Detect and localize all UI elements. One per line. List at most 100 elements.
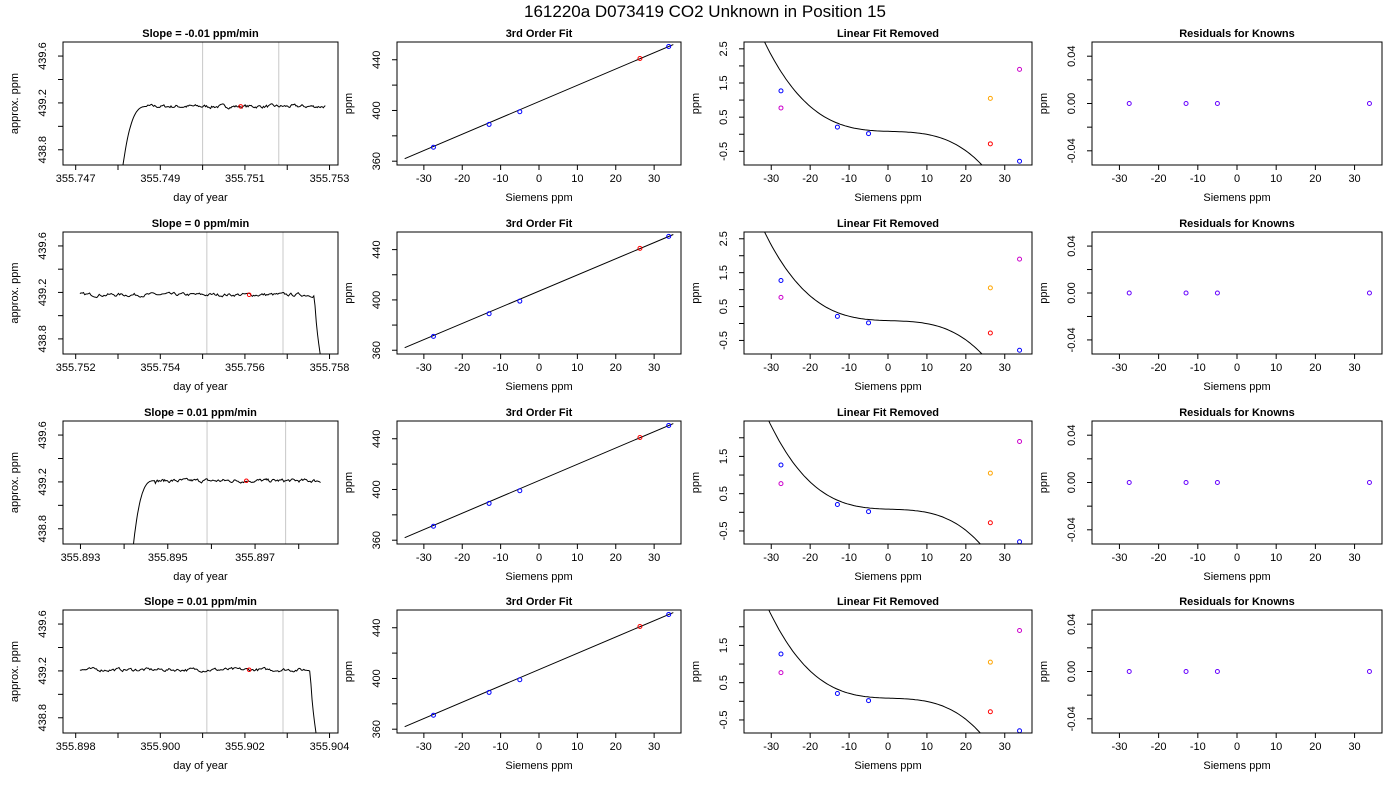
x-tick-label: 30 xyxy=(999,362,1011,374)
x-tick-label: -10 xyxy=(1190,362,1206,374)
data-point xyxy=(1126,290,1132,296)
x-tick-label: -30 xyxy=(416,552,432,564)
x-tick-label: 20 xyxy=(610,173,622,185)
plot-area xyxy=(1126,290,1372,296)
x-tick-label: -30 xyxy=(416,362,432,374)
x-axis-label: Siemens ppm xyxy=(854,192,921,204)
y-axis-label: ppm xyxy=(343,472,355,493)
x-tick-label: 20 xyxy=(610,362,622,374)
data-point xyxy=(1366,290,1372,296)
data-point xyxy=(1126,669,1132,674)
plot-frame xyxy=(743,609,1033,734)
data-point xyxy=(517,488,523,494)
data-point xyxy=(1017,539,1023,544)
y-tick-label: 400 xyxy=(371,101,383,119)
plot-area xyxy=(404,422,674,539)
y-tick-label: -0.04 xyxy=(1066,706,1078,731)
y-axis-label: ppm xyxy=(1038,282,1050,303)
panel-title: Linear Fit Removed xyxy=(837,218,939,230)
plot-area xyxy=(132,421,321,544)
y-tick-label: -0.5 xyxy=(718,142,730,161)
y-axis-label: ppm xyxy=(690,93,702,114)
y-tick-label: 439.2 xyxy=(37,468,49,496)
x-tick-label: -10 xyxy=(1190,552,1206,564)
x-tick-label: 355.754 xyxy=(140,362,180,374)
data-point xyxy=(430,712,436,718)
x-tick-label: 20 xyxy=(960,552,972,564)
x-tick-label: 0 xyxy=(536,741,542,753)
x-tick-label: 30 xyxy=(648,552,660,564)
chart-panel: Residuals for Knowns Siemens ppm ppm -30 -20… xyxy=(1038,596,1383,772)
y-tick-label: 0.00 xyxy=(1066,661,1078,682)
data-point xyxy=(778,277,784,283)
fit-line xyxy=(404,423,674,539)
panel-title: Residuals for Knowns xyxy=(1179,218,1295,230)
x-tick-label: -20 xyxy=(802,552,818,564)
plot-area xyxy=(1126,101,1372,106)
data-point xyxy=(866,698,872,704)
data-point xyxy=(987,520,993,526)
y-axis-label: ppm xyxy=(1038,93,1050,114)
data-point xyxy=(987,659,993,665)
x-tick-label: 30 xyxy=(999,741,1011,753)
x-tick-label: -20 xyxy=(1151,362,1167,374)
data-point xyxy=(637,434,643,440)
x-tick-label: 30 xyxy=(648,173,660,185)
plot-frame xyxy=(1091,420,1383,545)
window-mean-marker xyxy=(246,292,252,298)
x-tick-label: 355.904 xyxy=(310,741,350,753)
x-tick-label: 10 xyxy=(571,362,583,374)
x-axis-label: Siemens ppm xyxy=(854,571,921,583)
y-tick-label: 360 xyxy=(371,152,383,170)
plot-area xyxy=(768,610,1023,733)
data-point xyxy=(778,105,784,111)
data-point xyxy=(430,333,436,339)
x-tick-label: 20 xyxy=(610,552,622,564)
fit-line xyxy=(404,234,674,349)
x-tick-label: -20 xyxy=(1151,552,1167,564)
y-tick-label: 440 xyxy=(371,430,383,448)
x-tick-label: -10 xyxy=(1190,741,1206,753)
panel-title: Linear Fit Removed xyxy=(837,407,939,419)
x-tick-label: -30 xyxy=(1111,552,1127,564)
x-axis-label: Siemens ppm xyxy=(854,381,921,393)
x-tick-label: 30 xyxy=(1348,173,1360,185)
data-point xyxy=(866,320,872,326)
panel-title: Slope = 0.01 ppm/min xyxy=(144,596,257,608)
y-axis-label: ppm xyxy=(1038,472,1050,493)
x-tick-label: -30 xyxy=(1111,741,1127,753)
plot-frame xyxy=(62,609,339,734)
y-tick-label: -0.5 xyxy=(718,331,730,350)
y-tick-label: 360 xyxy=(371,531,383,549)
chart-panel: Slope = 0.01 ppm/min day of year approx. p… xyxy=(9,596,349,772)
x-tick-label: -30 xyxy=(1111,173,1127,185)
y-tick-label: -0.04 xyxy=(1066,138,1078,163)
series-line xyxy=(132,477,321,544)
x-tick-label: -20 xyxy=(454,741,470,753)
panel-title: Linear Fit Removed xyxy=(837,28,939,40)
fit-curve xyxy=(768,610,982,733)
y-tick-label: 1.5 xyxy=(718,75,730,90)
plot-frame xyxy=(396,420,682,545)
y-axis-label: approx. ppm xyxy=(9,262,21,323)
panel-title: 3rd Order Fit xyxy=(506,407,573,419)
y-axis-label: ppm xyxy=(690,661,702,682)
series-line xyxy=(122,103,326,165)
data-point xyxy=(1214,669,1220,674)
x-tick-label: 10 xyxy=(1270,173,1282,185)
x-tick-label: 30 xyxy=(1348,552,1360,564)
y-tick-label: -0.04 xyxy=(1066,517,1078,542)
data-point xyxy=(778,670,784,676)
x-tick-label: 0 xyxy=(536,173,542,185)
data-point xyxy=(987,470,993,476)
x-tick-label: 10 xyxy=(921,741,933,753)
data-point xyxy=(1017,256,1023,262)
plot-frame xyxy=(1091,609,1383,734)
x-axis-label: Siemens ppm xyxy=(1203,381,1270,393)
data-point xyxy=(637,245,643,251)
data-point xyxy=(1017,439,1023,444)
fit-curve xyxy=(763,42,983,165)
x-tick-label: 30 xyxy=(999,552,1011,564)
figure-title: 161220a D073419 CO2 Unknown in Position … xyxy=(524,2,886,21)
x-tick-label: 0 xyxy=(885,173,891,185)
